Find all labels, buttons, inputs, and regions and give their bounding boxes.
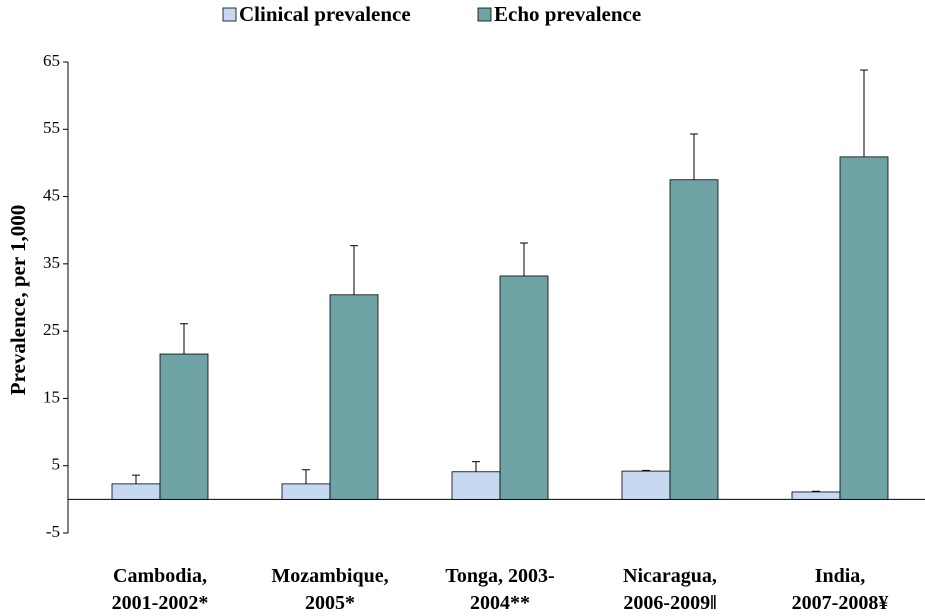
y-tick-label: 55: [43, 118, 60, 137]
x-tick-label-line: Tonga, 2003-: [445, 565, 554, 587]
y-axis-label: Prevalence, per 1,000: [6, 205, 30, 396]
bar: [791, 491, 841, 500]
y-tick-label: -5: [46, 522, 60, 541]
x-tick-label: Tonga, 2003- 2004**: [445, 565, 554, 614]
x-tick-label-line: 2006-2009‖: [623, 592, 716, 614]
x-tick-label-line: 2001-2002*: [112, 592, 209, 614]
y-tick-label: 5: [52, 455, 61, 474]
x-tick-label-line: 2005*: [305, 592, 355, 614]
y-tick-label: 15: [43, 387, 60, 406]
y-tick-label: 45: [43, 185, 60, 204]
x-tick-label-line: 2007-2008¥: [792, 592, 889, 614]
legend-swatch: [477, 7, 492, 22]
x-tick-label: Nicaragua, 2006-2009‖: [623, 565, 717, 614]
x-tick-label-line: Nicaragua,: [623, 565, 717, 587]
y-tick-label: 25: [43, 320, 60, 339]
legend-label: Clinical prevalence: [239, 2, 411, 26]
x-tick-label: Mozambique, 2005*: [271, 565, 388, 614]
x-tick-label-line: India,: [815, 565, 866, 587]
bar: [499, 275, 549, 500]
bar: [451, 471, 501, 500]
bar: [111, 483, 161, 500]
x-tick-label-line: 2004**: [470, 592, 530, 614]
bar: [281, 483, 331, 500]
y-tick-label: 65: [43, 51, 60, 70]
y-tick-label: 35: [43, 253, 60, 272]
legend-swatch: [222, 7, 237, 22]
x-tick-label-line: Mozambique,: [271, 565, 388, 587]
bar: [621, 470, 671, 500]
bar: [159, 353, 209, 500]
legend-label: Echo prevalence: [494, 2, 641, 26]
bar: [669, 179, 719, 500]
x-tick-label: India, 2007-2008¥: [792, 565, 889, 614]
x-tick-label: Cambodia, 2001-2002*: [112, 565, 209, 614]
bar: [329, 294, 379, 500]
x-tick-label-line: Cambodia,: [113, 565, 207, 587]
bar: [839, 156, 889, 500]
